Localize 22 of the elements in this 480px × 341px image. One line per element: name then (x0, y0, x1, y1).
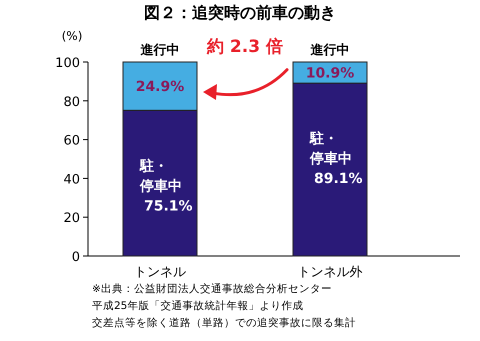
data-label: 10.9% (306, 66, 354, 82)
text: 平成25年版「交通事故統計年報」より作成 (92, 299, 304, 312)
y-tick-label: 0 (72, 250, 80, 265)
text: 進行中 (310, 43, 350, 58)
y-tick-label: 40 (63, 172, 80, 188)
y-tick-label: 20 (63, 211, 80, 226)
text: 交差点等を除く道路（単路）での追突事故に限る集計 (92, 316, 356, 329)
y-tick-label: 60 (63, 134, 80, 149)
x-tick-label: トンネル外 (298, 265, 362, 280)
x-tick-label: トンネル (134, 265, 186, 280)
series-label: 駐・停車中 (139, 157, 182, 194)
y-axis-title: (%) (62, 29, 82, 43)
chart-title: 図２：追突時の前車の動き (144, 3, 336, 22)
text: 駐・停車中 (310, 131, 352, 168)
series-label: 進行中 (140, 43, 180, 58)
y-tick-label: 80 (63, 94, 80, 110)
text: ※出典：公益財団法人交通事故総合分析センター (92, 282, 332, 295)
y-tick-label: 100 (55, 56, 80, 71)
data-label: 89.1% (314, 171, 363, 188)
data-label: 24.9% (136, 79, 184, 96)
text: 約 2.3 倍 (206, 37, 283, 57)
data-label: 75.1% (144, 198, 193, 214)
